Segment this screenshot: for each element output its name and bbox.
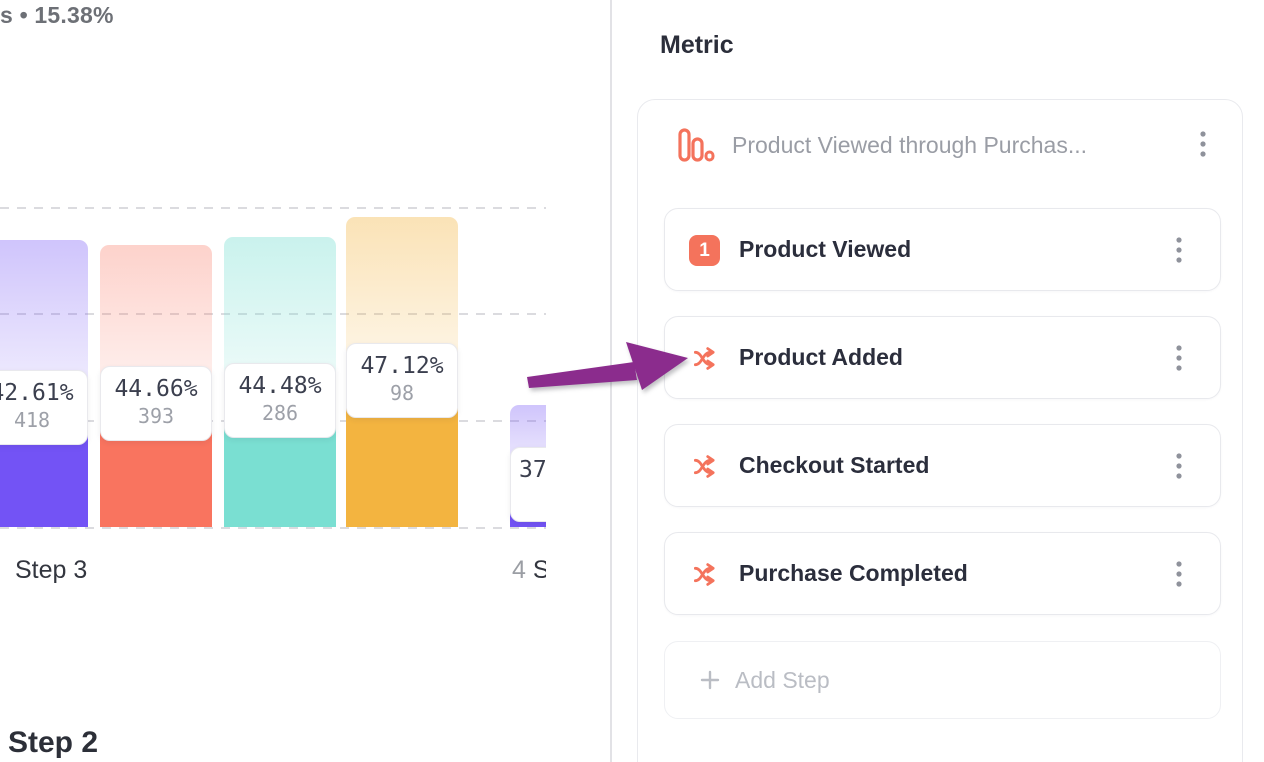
add-step-button[interactable]: Add Step bbox=[664, 641, 1221, 719]
metric-title-row[interactable]: Product Viewed through Purchas... bbox=[678, 127, 1087, 163]
funnel-bar-step3-amber[interactable]: 47.12% 98 bbox=[346, 0, 458, 762]
axis-label-step4: 4 Step 4 bbox=[512, 556, 546, 585]
conversion-percent: 44.48% bbox=[238, 373, 322, 399]
axis-label-step3: Step 3 bbox=[8, 556, 87, 585]
gridline bbox=[0, 313, 546, 315]
bar-value-label: 37 bbox=[510, 447, 546, 522]
conversion-count: 418 bbox=[13, 408, 51, 432]
conversion-percent: 47.12% bbox=[360, 353, 444, 379]
metric-panel-heading: Metric bbox=[660, 31, 734, 59]
step-number-badge: 1 bbox=[689, 235, 720, 266]
plus-icon bbox=[700, 670, 720, 690]
kebab-menu-icon[interactable] bbox=[1196, 129, 1210, 161]
shuffle-icon bbox=[692, 561, 719, 588]
bar-value-label: 42.61% 418 bbox=[0, 370, 88, 445]
conversion-percent: 37 bbox=[519, 457, 546, 483]
add-step-label: Add Step bbox=[735, 666, 830, 693]
funnel-step-row-1[interactable]: 1 Product Viewed bbox=[664, 208, 1221, 291]
bar-value-label: 47.12% 98 bbox=[346, 343, 458, 418]
kebab-menu-icon[interactable] bbox=[1172, 451, 1186, 483]
step-event-label: Product Added bbox=[739, 344, 903, 370]
conversion-percent: 44.66% bbox=[114, 376, 198, 402]
funnel-bar-step3-coral[interactable]: 44.66% 393 bbox=[100, 0, 212, 762]
conversion-count: 393 bbox=[137, 404, 175, 428]
kebab-menu-icon[interactable] bbox=[1172, 235, 1186, 267]
funnel-chart: s • 15.38% 42.61% 418 44.66% 393 bbox=[0, 0, 546, 762]
shuffle-icon bbox=[692, 345, 719, 372]
step-event-label: Purchase Completed bbox=[739, 560, 968, 586]
bar-value-label: 44.66% 393 bbox=[100, 366, 212, 441]
gridline bbox=[0, 527, 546, 529]
conversion-count: 286 bbox=[261, 401, 299, 425]
funnel-step-row-4[interactable]: Purchase Completed bbox=[664, 532, 1221, 615]
metric-title: Product Viewed through Purchas... bbox=[732, 131, 1088, 158]
funnel-bar-step4-purple[interactable]: 37 bbox=[510, 0, 546, 762]
conversion-percent: 42.61% bbox=[0, 380, 74, 406]
funnel-chart-icon bbox=[678, 128, 715, 162]
step-number: 4 bbox=[512, 556, 526, 584]
funnel-bar-step3-teal[interactable]: 44.48% 286 bbox=[224, 0, 336, 762]
chart-summary-text: s • 15.38% bbox=[0, 2, 114, 28]
step-label: Step 4 bbox=[532, 556, 546, 584]
funnel-bar-step3-purple[interactable]: 42.61% 418 bbox=[0, 0, 88, 762]
panel-divider bbox=[610, 0, 612, 762]
step-event-label: Product Viewed bbox=[739, 236, 912, 262]
step-label: Step 3 bbox=[15, 556, 88, 584]
shuffle-icon bbox=[692, 453, 719, 480]
funnel-step-row-2[interactable]: Product Added bbox=[664, 316, 1221, 399]
bar-value-label: 44.48% 286 bbox=[224, 363, 336, 438]
metric-card: Product Viewed through Purchas... 1 Prod… bbox=[637, 99, 1243, 762]
kebab-menu-icon[interactable] bbox=[1172, 559, 1186, 591]
step-event-label: Checkout Started bbox=[739, 452, 930, 478]
kebab-menu-icon[interactable] bbox=[1172, 343, 1186, 375]
gridline bbox=[0, 207, 546, 209]
conversion-count: 98 bbox=[389, 381, 415, 405]
funnel-step-row-3[interactable]: Checkout Started bbox=[664, 424, 1221, 507]
section-heading-step2: Step 2 bbox=[8, 726, 99, 759]
